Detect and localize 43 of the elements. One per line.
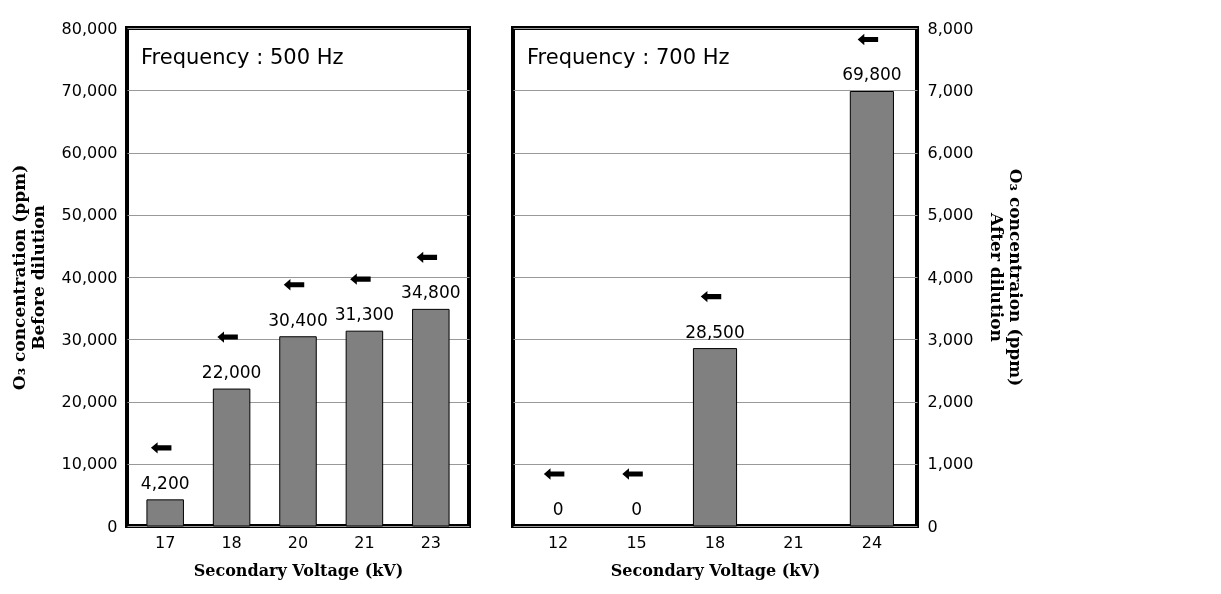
x-axis-title: Secondary Voltage (kV) [610,560,821,580]
data-label: 28,500 [685,321,745,342]
text: 1,000 [927,454,974,474]
x-tick-label: 15 [626,532,647,552]
text: 8,000 [927,18,974,38]
y-tick-label: 0 [107,516,118,536]
data-label: 69,800 [842,64,902,85]
data-label: 22,000 [201,362,262,383]
data-label: 4,200 [140,472,190,493]
text: Frequency : 500 Hz [141,45,344,69]
y2-axis-title: O₃ concentraion (ppm) After dilution [987,168,1027,387]
x-tick-label: 20 [287,532,309,552]
y-tick-label: 10,000 [61,454,118,474]
data-label: 31,300 [334,304,395,325]
x-tick-label: 17 [155,532,176,552]
text: 5,000 [927,205,974,225]
x-tick-label: 18 [221,532,242,552]
text: 6,000 [927,143,974,162]
data-label: 34,800 [401,282,461,303]
x-tick-label: 18 [704,532,726,552]
data-label: 0 [552,499,564,519]
y-tick-label: 20,000 [61,392,118,411]
x-tick-label: 24 [861,532,883,552]
x-tick-label: 21 [354,532,375,552]
text: 0 [927,516,938,536]
y-tick-label: 40,000 [61,267,118,287]
text: Frequency : 700 Hz [527,45,730,69]
y-tick-label: 50,000 [61,205,118,225]
text: 4,000 [927,267,974,287]
y-tick-label: 30,000 [61,329,118,349]
text: 2,000 [927,392,974,411]
x-tick-label: 23 [420,532,441,552]
text: 7,000 [927,80,974,100]
x-tick-label: 21 [783,532,804,552]
x-tick-label: 12 [547,532,569,552]
y-tick-label: 80,000 [61,18,118,38]
y-axis-title: O₃ concentration (ppm) Before dilution [8,164,48,391]
data-label: 0 [631,499,642,519]
x-axis-title: Secondary Voltage (kV) [193,560,404,580]
text: 3,000 [927,329,974,349]
data-label: 30,400 [268,309,328,330]
y-tick-label: 60,000 [61,143,118,162]
y-tick-label: 70,000 [61,80,118,100]
